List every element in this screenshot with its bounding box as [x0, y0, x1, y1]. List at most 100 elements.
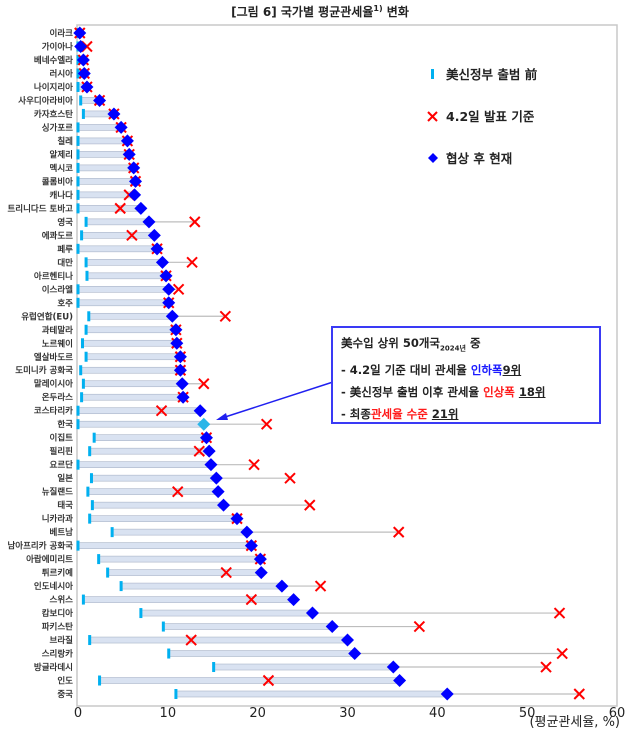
- range-bar: [85, 353, 181, 361]
- range-bar: [89, 636, 348, 644]
- row-8: 싱가포르: [42, 120, 128, 134]
- row-10: 알제리: [50, 147, 136, 161]
- now-marker: [209, 471, 223, 485]
- apr2-stroke: [186, 256, 198, 269]
- apr2-stroke: [193, 445, 205, 457]
- pre-marker: [76, 135, 80, 146]
- range-bar: [77, 164, 134, 172]
- row-5: 나이지리아: [34, 80, 94, 94]
- row-33: 요르단: [50, 458, 260, 472]
- now-marker: [193, 404, 207, 418]
- now-marker: [325, 620, 339, 634]
- now-marker: [73, 26, 87, 40]
- pre-marker: [76, 459, 80, 470]
- country-label: 파키스탄: [42, 622, 73, 633]
- now-marker: [230, 512, 244, 526]
- pre-marker: [76, 149, 80, 160]
- row-13: 캐나다: [50, 188, 142, 202]
- row-15: 영국: [57, 215, 201, 229]
- range-bar: [168, 650, 355, 657]
- apr2-marker: [114, 202, 126, 215]
- pre-marker: [76, 162, 80, 173]
- row-43: 스위스: [50, 593, 301, 607]
- now-marker: [150, 242, 164, 256]
- apr2-stroke: [172, 485, 184, 498]
- now-marker: [202, 444, 216, 458]
- country-label: 캐나다: [50, 190, 74, 201]
- pre-marker: [76, 540, 80, 551]
- pre-marker: [85, 270, 89, 281]
- x-tick-label: 20: [249, 706, 266, 721]
- note-line-4: - 최종관세율 수준 21위: [341, 407, 459, 422]
- row-3: 베네수엘라: [34, 53, 90, 67]
- country-label: 한국: [57, 419, 73, 430]
- row-7: 카자흐스탄: [34, 107, 121, 121]
- apr2-marker: [189, 216, 201, 228]
- figure-title: [그림 6] 국가별 평균관세율1) 변화: [0, 3, 640, 20]
- pre-marker: [174, 689, 178, 699]
- country-label: 호주: [57, 298, 73, 309]
- note-line-3: - 美신정부 출범 이후 관세율 인상폭 18위: [341, 385, 546, 400]
- apr2-stroke: [260, 418, 273, 430]
- pre-marker: [88, 513, 92, 524]
- now-marker: [254, 566, 268, 580]
- now-marker: [217, 498, 231, 512]
- range-bar: [85, 259, 163, 266]
- country-label: 방글라데시: [34, 662, 73, 673]
- country-label: 이라크: [50, 28, 74, 39]
- country-label: 캄보디아: [42, 608, 73, 619]
- country-label: 스위스: [50, 595, 74, 606]
- range-bar: [163, 623, 333, 630]
- apr2-stroke: [245, 593, 258, 606]
- legend-apr2-marker: [427, 111, 438, 122]
- row-9: 칠레: [57, 134, 134, 148]
- pre-marker: [76, 419, 80, 430]
- range-bar: [77, 542, 252, 549]
- now-marker: [386, 660, 400, 674]
- pre-marker: [86, 486, 90, 497]
- country-label: 페루: [57, 244, 73, 255]
- country-label: 필리핀: [50, 446, 74, 457]
- pre-marker: [81, 378, 85, 389]
- apr2-marker: [304, 499, 316, 511]
- range-bar: [107, 569, 262, 576]
- legend: 美신정부 출범 前 4.2일 발표 기준 협상 후 현재: [427, 67, 538, 166]
- plot-frame: [76, 24, 618, 707]
- country-label: 알제리: [50, 149, 73, 160]
- now-marker: [134, 201, 148, 215]
- row-50: 중국: [57, 687, 585, 701]
- country-label: 멕시코: [50, 163, 74, 174]
- now-marker: [305, 606, 319, 620]
- pre-marker: [76, 189, 80, 200]
- apr2-stroke: [553, 607, 566, 619]
- now-marker: [170, 336, 184, 350]
- country-label: 일본: [57, 473, 73, 484]
- country-label: 대만: [57, 257, 73, 268]
- country-label: 말레이시아: [34, 379, 73, 390]
- now-marker: [240, 525, 254, 539]
- now-marker: [114, 120, 128, 134]
- country-label: 뉴질랜드: [42, 487, 73, 498]
- country-label: 니카라과: [42, 514, 73, 525]
- range-bar: [140, 609, 313, 617]
- range-bar: [86, 272, 167, 280]
- country-label: 스리랑카: [42, 649, 73, 660]
- row-16: 에콰도르: [42, 228, 161, 242]
- x-axis-label: (평균관세율, %): [529, 715, 620, 729]
- now-marker: [120, 134, 134, 148]
- now-marker: [162, 296, 176, 310]
- row-44: 캄보디아: [42, 606, 566, 620]
- range-bar: [83, 596, 294, 603]
- pre-marker: [119, 581, 123, 592]
- range-bar: [175, 690, 448, 698]
- country-label: 나이지리아: [34, 82, 73, 93]
- apr2-marker: [248, 458, 260, 471]
- apr2-marker: [219, 310, 232, 322]
- title-footnote: 1): [373, 4, 383, 13]
- pre-marker: [84, 324, 88, 335]
- row-32: 필리핀: [50, 444, 216, 458]
- legend-pre-label: 美신정부 출범 前: [446, 67, 538, 82]
- row-39: 남아프리카 공화국: [7, 539, 258, 553]
- now-marker: [147, 228, 161, 242]
